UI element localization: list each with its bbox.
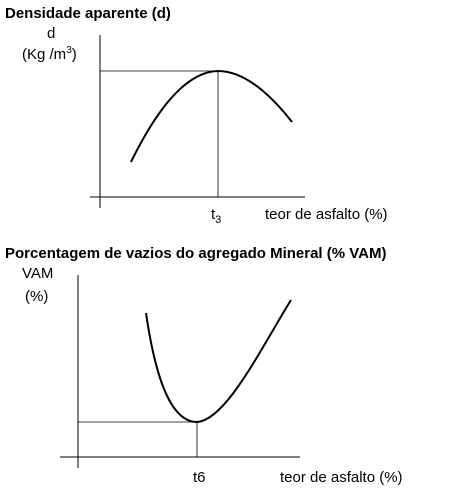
y-label: (Kg /m3)	[22, 45, 77, 63]
y-label: d	[47, 25, 55, 42]
x-marker-sub: 3	[215, 214, 221, 226]
y-label: VAM	[22, 265, 53, 282]
x-marker: t6	[193, 469, 206, 486]
y-label-end: )	[72, 46, 77, 63]
y-label: (%)	[25, 288, 48, 305]
y-label-sup: 3	[66, 45, 72, 56]
curve	[130, 69, 293, 163]
x-label: teor de asfalto (%)	[280, 469, 403, 486]
x-label: teor de asfalto (%)	[265, 206, 388, 223]
x-marker: t3	[211, 206, 221, 226]
panel-title: Porcentagem de vazios do agregado Minera…	[5, 245, 386, 262]
curve	[145, 299, 292, 424]
y-label-text: (Kg /m	[22, 46, 66, 63]
panel-title: Densidade aparente (d)	[5, 5, 171, 22]
x-marker-text: t	[211, 206, 216, 223]
